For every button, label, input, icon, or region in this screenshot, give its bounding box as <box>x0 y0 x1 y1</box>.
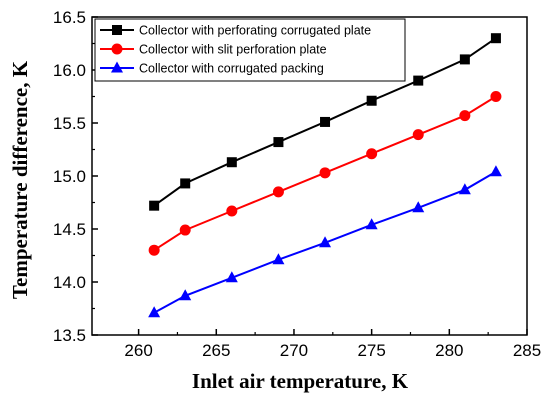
x-tick-label: 265 <box>202 341 230 360</box>
x-tick-label: 285 <box>513 341 541 360</box>
y-axis: 13.5 14.0 14.5 15.0 15.5 16.0 16.5 <box>53 8 98 345</box>
data-point <box>226 157 237 168</box>
x-tick-label: 270 <box>280 341 308 360</box>
legend-label: Collector with perforating corrugated pl… <box>139 24 371 38</box>
y-tick-label: 14.5 <box>53 220 86 239</box>
data-point <box>413 75 424 86</box>
data-point <box>412 201 425 213</box>
y-tick-label: 16.5 <box>53 8 86 27</box>
data-point <box>319 236 332 248</box>
data-point <box>319 167 331 179</box>
data-point <box>489 165 502 177</box>
legend-item-1: Collector with perforating corrugated pl… <box>100 24 371 38</box>
x-tick-label: 260 <box>124 341 152 360</box>
legend-marker <box>111 43 123 55</box>
legend-box <box>94 18 406 82</box>
legend: Collector with perforating corrugated pl… <box>94 18 406 82</box>
series-3 <box>148 165 502 318</box>
y-tick-label: 15.5 <box>53 114 86 133</box>
legend-marker <box>112 25 122 35</box>
y-axis-title: Temperature difference, K <box>8 60 32 299</box>
x-tick-label: 275 <box>357 341 385 360</box>
y-tick-label: 16.0 <box>53 61 86 80</box>
data-point <box>148 244 160 256</box>
data-point <box>366 148 378 160</box>
data-point <box>458 183 471 195</box>
data-point <box>490 33 501 44</box>
data-point <box>149 200 160 211</box>
y-tick-label: 15.0 <box>53 167 86 186</box>
data-point <box>179 224 191 236</box>
x-axis-title: Inlet air temperature, K <box>192 369 409 393</box>
data-point <box>412 129 424 141</box>
data-point <box>148 306 161 318</box>
data-point <box>272 186 284 198</box>
data-point <box>320 116 331 127</box>
legend-item-2: Collector with slit perforation plate <box>100 43 327 57</box>
data-point <box>273 137 284 148</box>
data-point <box>179 289 192 301</box>
legend-item-3: Collector with corrugated packing <box>100 61 324 76</box>
data-point <box>226 205 238 217</box>
x-tick-label: 280 <box>435 341 463 360</box>
legend-label: Collector with corrugated packing <box>139 62 324 76</box>
series-2 <box>148 91 502 256</box>
data-point <box>272 253 285 265</box>
series-1 <box>149 33 501 211</box>
x-axis: 260 265 270 275 280 285 <box>124 329 541 360</box>
data-point <box>459 110 471 122</box>
data-point <box>225 271 238 283</box>
series-layer <box>148 33 502 318</box>
y-tick-label: 13.5 <box>53 326 86 345</box>
data-point <box>366 95 377 106</box>
data-point <box>459 54 470 65</box>
data-point <box>180 178 191 189</box>
legend-label: Collector with slit perforation plate <box>139 43 327 57</box>
legend-marker <box>111 61 123 73</box>
data-point <box>365 218 378 230</box>
data-point <box>490 91 502 102</box>
y-tick-label: 14.0 <box>53 273 86 292</box>
